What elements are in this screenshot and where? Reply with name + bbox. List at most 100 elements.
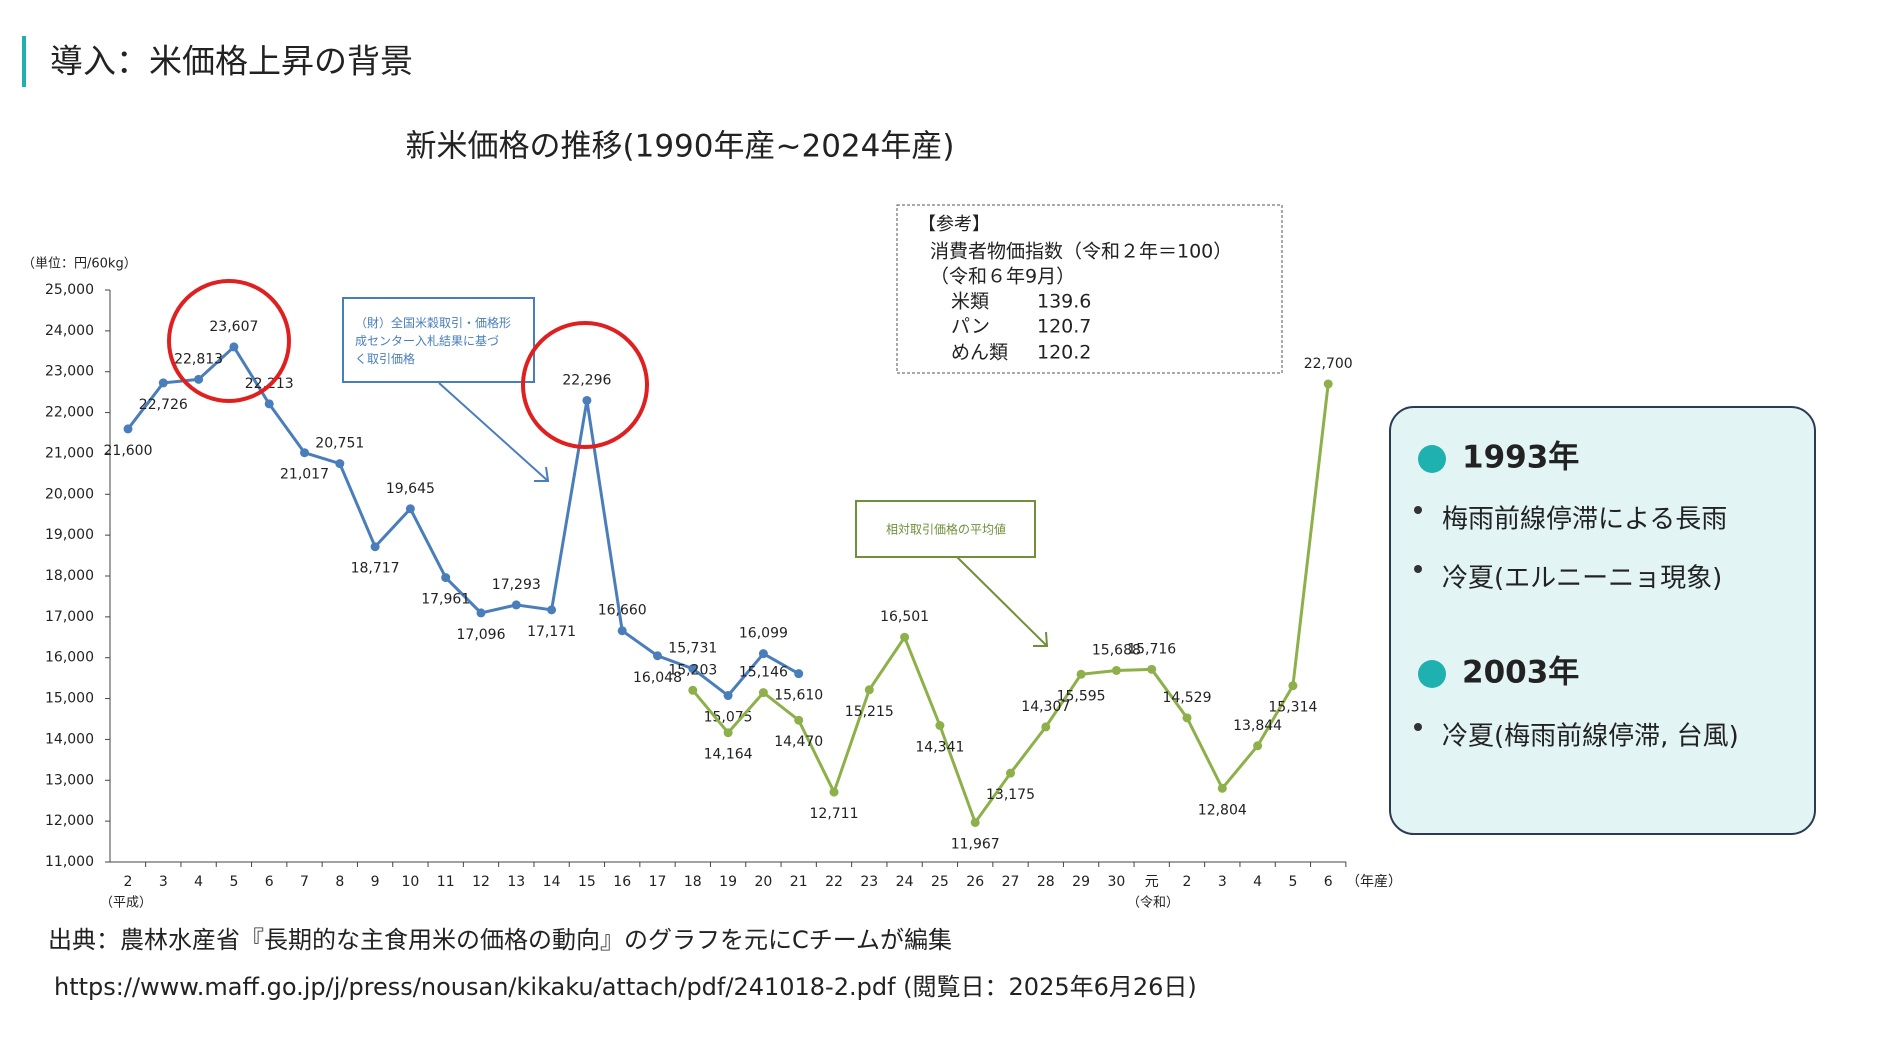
y-tick-label: 12,000 [45, 813, 94, 829]
reference-value: 139.6 [1037, 291, 1091, 313]
data-point [511, 600, 521, 610]
x-tick-label: 2 [124, 874, 133, 890]
data-label: 22,726 [139, 397, 188, 413]
x-tick-label: 22 [825, 874, 843, 890]
x-tick-label: 23 [860, 874, 878, 890]
data-point [653, 651, 662, 661]
data-label: 21,017 [280, 467, 329, 483]
x-tick-label: 11 [437, 874, 455, 890]
data-point [405, 504, 415, 514]
highlight-circle [167, 279, 291, 403]
data-label: 15,075 [704, 710, 753, 726]
heading-dot [1418, 660, 1446, 688]
data-label: 15,731 [668, 641, 717, 657]
series-note-box [855, 500, 1036, 558]
data-point [1182, 713, 1192, 723]
side-panel [1389, 406, 1816, 835]
data-label: 15,215 [845, 704, 894, 720]
data-label: 17,293 [492, 577, 541, 593]
data-point [264, 399, 274, 409]
data-point [229, 342, 239, 352]
bullet [1414, 506, 1422, 514]
data-point [900, 632, 910, 642]
data-label: 16,099 [739, 626, 788, 642]
data-point [1041, 722, 1051, 732]
highlight-circle [521, 321, 649, 449]
x-tick-label: 18 [684, 874, 702, 890]
data-label: 19,645 [386, 481, 435, 497]
x-tick-label: 21 [790, 874, 808, 890]
x-tick-label: 元 [1145, 874, 1159, 890]
y-tick-label: 13,000 [45, 772, 94, 788]
series-note: 相対取引価格の平均値 [886, 522, 1006, 537]
y-tick-label: 17,000 [45, 609, 94, 625]
data-point [688, 664, 698, 674]
series-line [126, 344, 800, 698]
data-point [723, 691, 733, 701]
data-point [723, 728, 733, 738]
x-tick-label: 8 [335, 874, 344, 890]
data-label: 17,961 [421, 592, 470, 608]
data-label: 22,296 [562, 372, 611, 388]
data-label: 17,171 [527, 624, 576, 640]
data-label: 16,660 [598, 603, 647, 619]
data-point [688, 685, 698, 695]
x-tick-label: 6 [265, 874, 274, 890]
x-tick-label: 14 [543, 874, 561, 890]
x-tick-label: 16 [613, 874, 631, 890]
reference-label: 米類 [951, 291, 989, 313]
data-label: 18,717 [351, 561, 400, 577]
y-tick-label: 20,000 [45, 486, 94, 502]
data-label: 12,711 [810, 806, 859, 822]
data-point [123, 424, 133, 434]
arrow-head [1033, 631, 1049, 647]
y-tick-label: 21,000 [45, 445, 94, 461]
panel-heading: 1993年 [1462, 440, 1579, 476]
data-point [1323, 379, 1333, 389]
reference-label: めん類 [951, 342, 1008, 364]
data-point [158, 378, 168, 388]
x-tick-label: 9 [371, 874, 380, 890]
heading-dot [1418, 445, 1446, 473]
x-tick-label: 2 [1183, 874, 1192, 890]
panel-point: 梅雨前線停滞による長雨 [1442, 505, 1727, 535]
data-point [300, 448, 309, 458]
data-label: 23,607 [209, 319, 258, 335]
x-tick-label: 5 [229, 874, 238, 890]
x-tick-label: 19 [719, 874, 737, 890]
y-tick-label: 19,000 [45, 527, 94, 543]
arrow-head [534, 466, 550, 482]
data-label: 17,096 [457, 627, 506, 643]
page-title: 導入：米価格上昇の背景 [50, 42, 413, 81]
data-label: 15,203 [668, 662, 717, 678]
reference-line: （令和６年9月） [930, 266, 1075, 288]
data-point [1217, 783, 1227, 793]
arrow [956, 556, 1048, 647]
data-label: 13,844 [1233, 718, 1282, 734]
data-label: 13,175 [986, 787, 1035, 803]
series-note: （財）全国米穀取引・価格形成センター入札結果に基づく取引価格 [355, 315, 511, 366]
y-tick-label: 14,000 [45, 731, 94, 747]
data-point [617, 626, 627, 636]
x-tick-label: 12 [472, 874, 490, 890]
x-tick-label: 15 [578, 874, 596, 890]
y-tick-label: 16,000 [45, 650, 94, 666]
data-point [829, 787, 839, 797]
data-label: 15,595 [1057, 688, 1106, 704]
data-point [1076, 669, 1086, 679]
title-bar [22, 36, 26, 87]
y-tick-label: 25,000 [45, 282, 94, 298]
bullet [1414, 565, 1422, 573]
x-tick-label: 3 [1218, 874, 1227, 890]
reference-value: 120.7 [1037, 316, 1091, 338]
x-tick-label: 3 [159, 874, 168, 890]
data-point [441, 573, 451, 583]
reference-value: 120.2 [1037, 342, 1091, 364]
y-tick-label: 15,000 [45, 691, 94, 707]
x-tick-label: 24 [896, 874, 914, 890]
data-label: 14,164 [704, 747, 753, 763]
panel-heading: 2003年 [1462, 655, 1579, 691]
reference-line: 【参考】 [918, 214, 990, 235]
y-tick-label: 22,000 [45, 405, 94, 421]
